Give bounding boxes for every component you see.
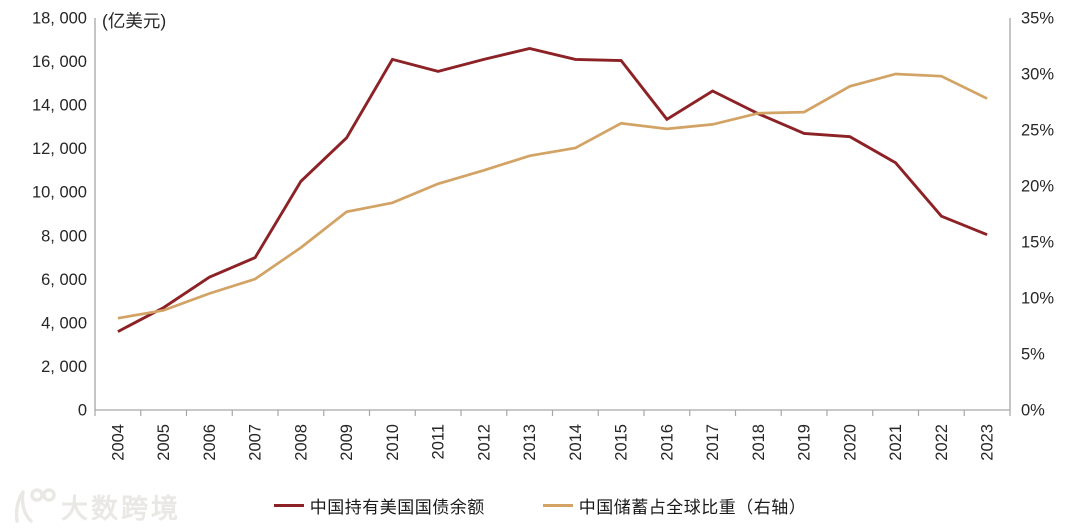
y-axis-left-tick-label: 18, 000 [32, 10, 87, 28]
x-axis-year-label: 2009 [338, 424, 356, 461]
y-axis-left-tick-label: 12, 000 [32, 140, 87, 158]
x-axis-year-label: 2023 [979, 424, 997, 461]
x-axis-year-label: 2018 [750, 424, 768, 461]
y-axis-left-tick-label: 8, 000 [41, 227, 87, 245]
savings-share-series-line [117, 72, 988, 320]
x-axis-year-label: 2008 [292, 424, 310, 461]
x-axis-year-label: 2021 [887, 424, 905, 461]
y-axis-right-tick-label: 30% [1021, 66, 1054, 84]
y-axis-right-tick-label: 25% [1021, 122, 1054, 140]
legend-line-swatch-savings [542, 504, 573, 507]
x-axis-year-label: 2011 [430, 424, 448, 459]
x-axis-year-label: 2016 [658, 424, 676, 461]
legend-item-treasury: 中国持有美国国债余额 [273, 493, 485, 518]
x-axis-year-label: 2005 [155, 424, 173, 461]
x-axis-year-label: 2020 [841, 424, 859, 461]
x-axis-year-label: 2022 [933, 424, 951, 461]
legend-item-savings: 中国储蓄占全球比重（右轴） [542, 493, 807, 518]
x-axis-year-label: 2017 [704, 424, 722, 461]
legend-label-savings: 中国储蓄占全球比重（右轴） [578, 498, 807, 517]
y-axis-right-tick-label: 5% [1021, 346, 1045, 364]
y-axis-left-tick-label: 14, 000 [32, 97, 87, 115]
y-axis-left-tick-label: 0 [78, 402, 87, 420]
unit-label: (亿美元) [102, 11, 166, 31]
y-axis-right-tick-label: 20% [1021, 178, 1054, 196]
y-axis-right-tick-label: 35% [1021, 10, 1054, 28]
x-axis-year-label: 2004 [109, 424, 127, 461]
x-axis-year-label: 2013 [521, 424, 539, 461]
legend-label-treasury: 中国持有美国国债余额 [309, 498, 485, 517]
y-axis-left-tick-label: 10, 000 [32, 184, 87, 202]
y-axis-right-tick-label: 10% [1021, 290, 1054, 308]
x-axis-year-label: 2007 [247, 424, 265, 461]
watermark-text: 大数跨境 [61, 493, 181, 524]
x-axis-year-label: 2006 [201, 424, 219, 461]
chart-svg: 0 2, 000 4, 000 6, 000 8, 000 10, 000 12, 000 1… [32, 10, 1054, 461]
y-axis-left-tick-label: 2, 000 [41, 358, 87, 376]
y-axis-left-tick-label: 16, 000 [32, 53, 87, 71]
y-axis-right-tick-label: 15% [1021, 234, 1054, 252]
y-axis-left-tick-label: 4, 000 [41, 314, 87, 332]
legend-line-swatch-treasury [273, 504, 304, 507]
x-axis-year-label: 2010 [384, 424, 402, 461]
x-axis-year-label: 2014 [567, 424, 585, 461]
legend: 中国持有美国国债余额 中国储蓄占全球比重（右轴） [0, 493, 1080, 518]
x-axis-year-label: 2012 [475, 424, 493, 461]
us-treasury-series-line [117, 47, 988, 333]
x-axis-year-label: 2015 [613, 424, 631, 461]
watermark-logo-icon [14, 488, 56, 523]
watermark: 大数跨境 [8, 486, 181, 526]
x-axis-year-label: 2019 [796, 424, 814, 461]
y-axis-left-tick-label: 6, 000 [41, 271, 87, 289]
y-axis-right-tick-label: 0% [1021, 402, 1045, 420]
